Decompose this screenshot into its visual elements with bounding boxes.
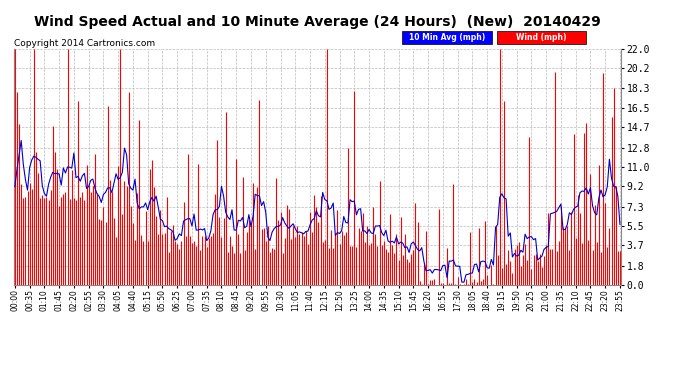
Text: Wind Speed Actual and 10 Minute Average (24 Hours)  (New)  20140429: Wind Speed Actual and 10 Minute Average … (34, 15, 601, 29)
Text: Wind (mph): Wind (mph) (516, 33, 566, 42)
Text: Copyright 2014 Cartronics.com: Copyright 2014 Cartronics.com (14, 39, 155, 48)
Text: 10 Min Avg (mph): 10 Min Avg (mph) (409, 33, 486, 42)
FancyBboxPatch shape (497, 31, 586, 44)
FancyBboxPatch shape (402, 31, 492, 44)
